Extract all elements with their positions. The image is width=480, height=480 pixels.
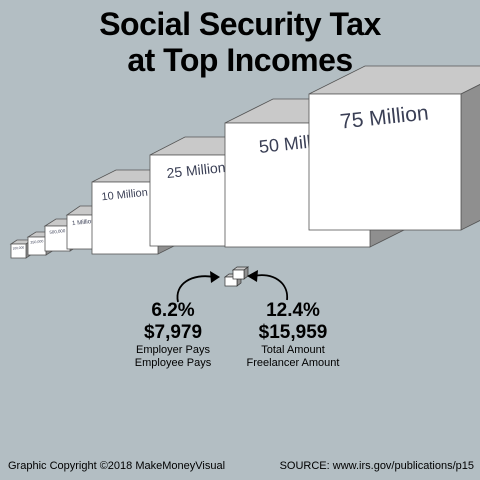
cube-label: 25 Million: [166, 159, 226, 181]
cube-front-face: [10, 243, 27, 259]
right-arrowhead: [247, 270, 258, 282]
cube-front-face: [44, 225, 71, 252]
employer-amount: $7,979: [143, 322, 203, 343]
cube-top-face: [308, 65, 480, 95]
arrows-group: [176, 270, 288, 303]
employer-line-2: Employee Pays: [134, 357, 212, 369]
cube-8: 75 Million: [308, 65, 480, 231]
cube-label: 500,000: [49, 228, 66, 235]
cube-label: 1 Million: [72, 218, 96, 227]
freelancer-stats: 12.4% $15,959 Total Amount Freelancer Am…: [238, 300, 348, 370]
left-arrowhead: [210, 271, 220, 283]
cube-label: 100,000: [12, 245, 24, 250]
freelancer-line-1: Total Amount: [261, 344, 325, 356]
right-arrow: [253, 274, 288, 301]
cube-label: 250,000: [30, 239, 43, 244]
footer-credit: Graphic Copyright ©2018 MakeMoneyVisual: [8, 460, 226, 472]
cube-label: 10 Million: [101, 187, 148, 204]
cube-front-face: [308, 93, 462, 231]
freelancer-line-2: Freelancer Amount: [246, 357, 340, 369]
freelancer-rate: 12.4%: [266, 300, 320, 321]
left-arrow: [176, 275, 215, 303]
cube-front-face: [91, 181, 159, 255]
cubes-group: 100,000 250,000 500,000 1 Million 10 Million…: [9, 65, 480, 287]
footer-source: SOURCE: www.irs.gov/publications/p15: [279, 460, 474, 472]
employer-rate: 6.2%: [151, 300, 195, 321]
tax-cube-2: [231, 266, 250, 280]
title-line-1: Social Security Tax: [99, 6, 381, 42]
employer-stats: 6.2% $7,979 Employer Pays Employee Pays: [118, 300, 228, 370]
title-line-2: at Top Incomes: [127, 42, 353, 78]
employer-line-1: Employer Pays: [136, 344, 210, 356]
freelancer-amount: $15,959: [258, 322, 328, 343]
